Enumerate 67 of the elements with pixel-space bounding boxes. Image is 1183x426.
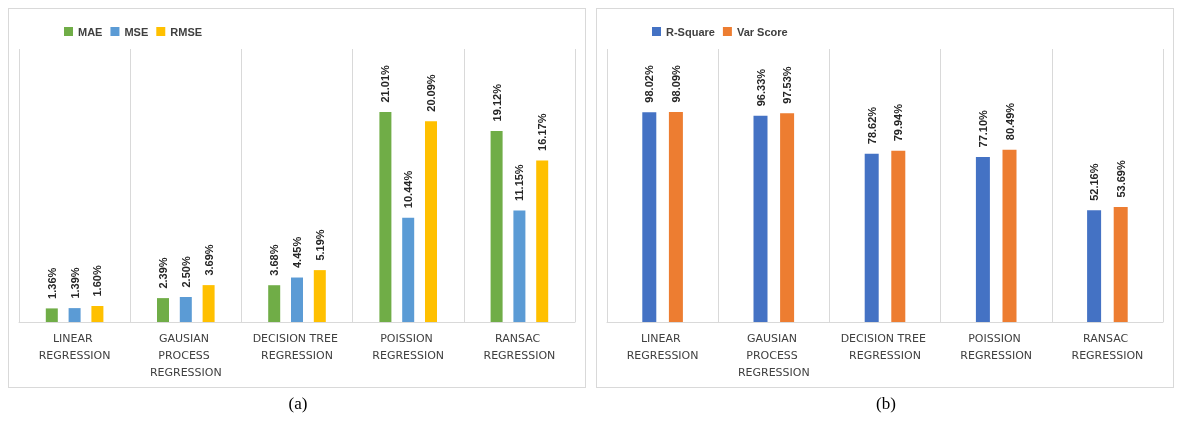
bar: [642, 112, 657, 322]
x-tick-label: GAUSIAN PROCESS REGRESSION: [737, 332, 810, 379]
text: (a): [287, 394, 309, 414]
bar: [179, 297, 192, 322]
bar: [490, 130, 503, 322]
data-label: 20.09%: [425, 74, 437, 112]
bar: [1113, 207, 1128, 322]
data-label: 2.39%: [157, 257, 169, 289]
bar: [975, 156, 990, 322]
data-label: 2.50%: [179, 256, 192, 288]
x-tick-label: DECISION TREE REGRESSION: [252, 332, 342, 362]
data-label: 3.69%: [202, 244, 215, 276]
bar: [291, 277, 303, 322]
legend-label: MAE: [78, 25, 103, 38]
x-tick-label: POISSION REGRESSION: [960, 332, 1033, 362]
bar: [45, 308, 58, 322]
bar: [864, 153, 879, 322]
data-label: 3.68%: [268, 244, 281, 276]
data-label: 80.49%: [1003, 102, 1016, 141]
bar: [425, 121, 437, 322]
x-tick-label: RANSAC REGRESSION: [1071, 332, 1144, 362]
data-label: 19.12%: [490, 83, 503, 122]
bar: [513, 210, 526, 322]
data-label: 1.39%: [68, 267, 81, 299]
bar: [313, 270, 326, 322]
x-tick-label: GAUSIAN PROCESS REGRESSION: [149, 332, 222, 379]
bar: [268, 285, 281, 322]
bar: [753, 115, 768, 322]
bar: [1002, 149, 1017, 322]
legend-label: MSE: [124, 25, 149, 38]
data-label: 77.10%: [976, 109, 989, 148]
bar: [68, 308, 81, 322]
data-label: 98.02%: [643, 65, 656, 103]
x-tick-label: RANSAC REGRESSION: [483, 332, 556, 362]
bar: [157, 298, 169, 322]
data-label: 52.16%: [1088, 163, 1101, 201]
bar: [780, 113, 795, 322]
data-label: 96.33%: [754, 68, 767, 107]
bar: [536, 160, 549, 322]
x-tick-label: LINEAR REGRESSION: [626, 332, 699, 362]
data-label: 5.19%: [313, 229, 326, 261]
bar: [668, 112, 683, 322]
legend-label: Var Score: [736, 25, 788, 38]
x-tick-label: LINEAR REGRESSION: [38, 332, 111, 362]
data-label: 16.17%: [536, 113, 549, 151]
bar: [891, 150, 906, 322]
legend-label: RMSE: [170, 25, 203, 38]
x-tick-label: DECISION TREE REGRESSION: [840, 332, 930, 362]
data-label: 79.94%: [892, 103, 905, 142]
data-label: 1.36%: [45, 267, 58, 299]
bar: [379, 112, 392, 322]
data-label: 21.01%: [379, 64, 392, 103]
data-label: 53.69%: [1114, 160, 1127, 198]
x-tick-label: POISSION REGRESSION: [372, 332, 445, 362]
data-label: 78.62%: [865, 106, 878, 145]
data-label: 97.53%: [781, 66, 794, 104]
data-label: 10.44%: [402, 170, 415, 209]
bar: [202, 285, 215, 322]
data-label: 1.60%: [91, 265, 104, 297]
data-label: 98.09%: [669, 64, 682, 103]
data-label: 11.15%: [513, 164, 526, 202]
bar: [1087, 210, 1102, 322]
text: (b): [875, 394, 897, 414]
bar: [402, 217, 415, 322]
bar: [91, 306, 104, 322]
data-label: 4.45%: [291, 236, 303, 269]
legend-label: R-Square: [666, 25, 715, 38]
